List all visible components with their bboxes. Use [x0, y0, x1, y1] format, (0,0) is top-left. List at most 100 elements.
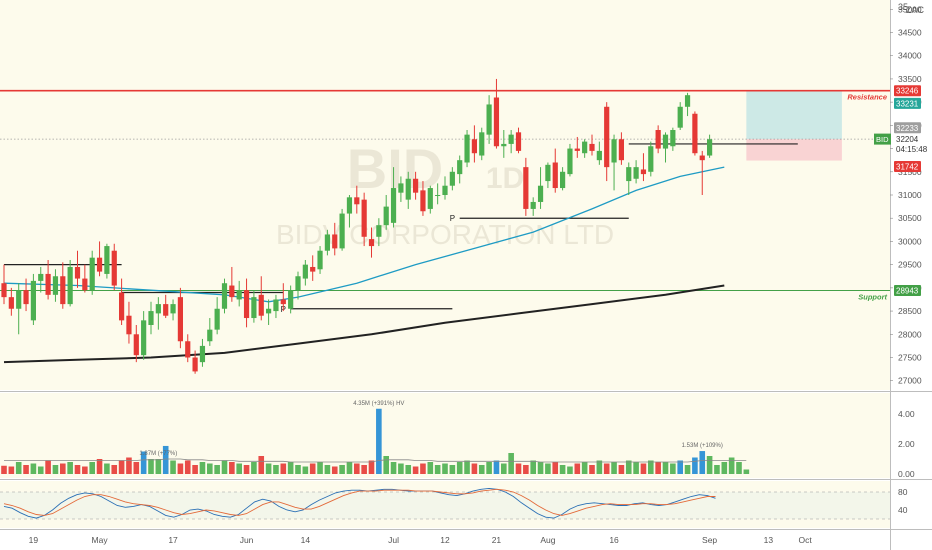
candle-body	[626, 167, 632, 182]
volume-bar	[449, 465, 456, 474]
candle-body	[582, 141, 588, 154]
volume-bar	[537, 462, 544, 474]
candle	[8, 287, 14, 316]
candle-body	[471, 139, 477, 154]
candle	[677, 102, 683, 130]
candle	[302, 260, 308, 286]
time-axis[interactable]: 19 May 17 Jun 14 Jul 12 21 Aug 16 Sep 13 Oct	[29, 535, 813, 545]
volume-bar	[104, 463, 110, 474]
price-tick-label: 34500	[898, 28, 922, 38]
price-tag-text: 33231	[896, 99, 919, 108]
price-tag: 32204	[894, 133, 921, 145]
candle-body	[684, 95, 691, 107]
candle	[104, 243, 110, 279]
candle-body	[413, 178, 419, 193]
candle	[626, 162, 632, 195]
candle-body	[508, 134, 514, 144]
candle	[574, 136, 580, 158]
volume-bar	[258, 456, 265, 474]
candle	[699, 150, 705, 195]
candle	[170, 299, 176, 321]
volume-bar	[30, 463, 37, 474]
price-tag-background	[894, 85, 921, 97]
candle	[596, 141, 602, 165]
candle	[258, 276, 264, 321]
candle	[390, 167, 397, 228]
volume-bar	[677, 460, 683, 474]
volume-bar	[155, 459, 162, 474]
candle-body	[464, 134, 470, 163]
candle	[670, 127, 676, 151]
volume-bar	[133, 462, 140, 474]
volume-bar	[493, 460, 500, 474]
candle-body	[427, 188, 433, 209]
candle-body	[530, 201, 536, 209]
candle	[486, 95, 492, 144]
volume-bar	[45, 460, 51, 474]
candle	[214, 297, 220, 335]
stochastic-d-line	[3, 488, 716, 516]
symbol-tag-text: BID	[876, 135, 889, 144]
volume-bar	[309, 463, 316, 474]
volume-bar	[346, 462, 353, 474]
candle-body	[640, 169, 647, 175]
candle	[442, 176, 448, 200]
price-tag-background	[894, 143, 930, 155]
candle-body	[67, 266, 73, 305]
volume-bar	[434, 465, 441, 474]
volume-bar	[74, 465, 81, 474]
price-tag: 32233	[894, 122, 921, 134]
candle	[589, 134, 595, 156]
price-tag-text: 28943	[896, 287, 919, 296]
volume-bar	[60, 463, 66, 474]
volume-bar	[8, 466, 15, 474]
candle	[199, 338, 206, 367]
volume-bar	[398, 463, 404, 474]
candle	[273, 294, 279, 319]
candle-body	[38, 273, 44, 281]
volume-bar	[236, 463, 242, 474]
candle	[89, 250, 95, 295]
volume-tick-label: 0.00	[898, 469, 915, 479]
candle	[163, 294, 169, 319]
candle	[427, 185, 433, 214]
candle-body	[692, 113, 698, 154]
volume-bar	[67, 462, 73, 474]
candle	[464, 130, 470, 168]
candle	[295, 271, 301, 300]
candle	[684, 92, 691, 117]
volume-bar	[162, 445, 169, 474]
volume-bar	[111, 465, 118, 474]
volume-bar	[633, 462, 639, 474]
candle	[324, 229, 330, 256]
volume-bar	[567, 466, 573, 474]
time-tick-label: Jul	[388, 535, 399, 545]
candle	[604, 102, 610, 182]
candle-body	[258, 294, 264, 316]
time-tick-label: 16	[609, 535, 619, 545]
volume-bar	[324, 465, 331, 474]
candle	[45, 260, 51, 300]
candle	[354, 185, 360, 214]
candle-body	[442, 185, 448, 195]
position-tool[interactable]	[746, 91, 842, 161]
volume-bar	[706, 456, 713, 474]
candle	[662, 132, 669, 163]
candle-body	[170, 304, 176, 314]
volume-bar	[280, 463, 287, 474]
time-tick-label: 17	[168, 535, 178, 545]
candle	[82, 264, 88, 293]
candle-body	[23, 290, 29, 305]
volume-bar	[552, 462, 559, 474]
resistance-label: Resistance	[847, 93, 887, 102]
price-axis-corner-label[interactable]: ZAC	[906, 5, 925, 15]
candle	[119, 278, 125, 325]
volume-bar	[478, 465, 485, 474]
volume-bar	[390, 462, 397, 474]
candle-body	[273, 299, 279, 312]
candle-body	[229, 285, 235, 298]
volume-bar	[52, 465, 59, 474]
price-tag-text: 32233	[896, 124, 919, 133]
candle-body	[398, 183, 404, 193]
